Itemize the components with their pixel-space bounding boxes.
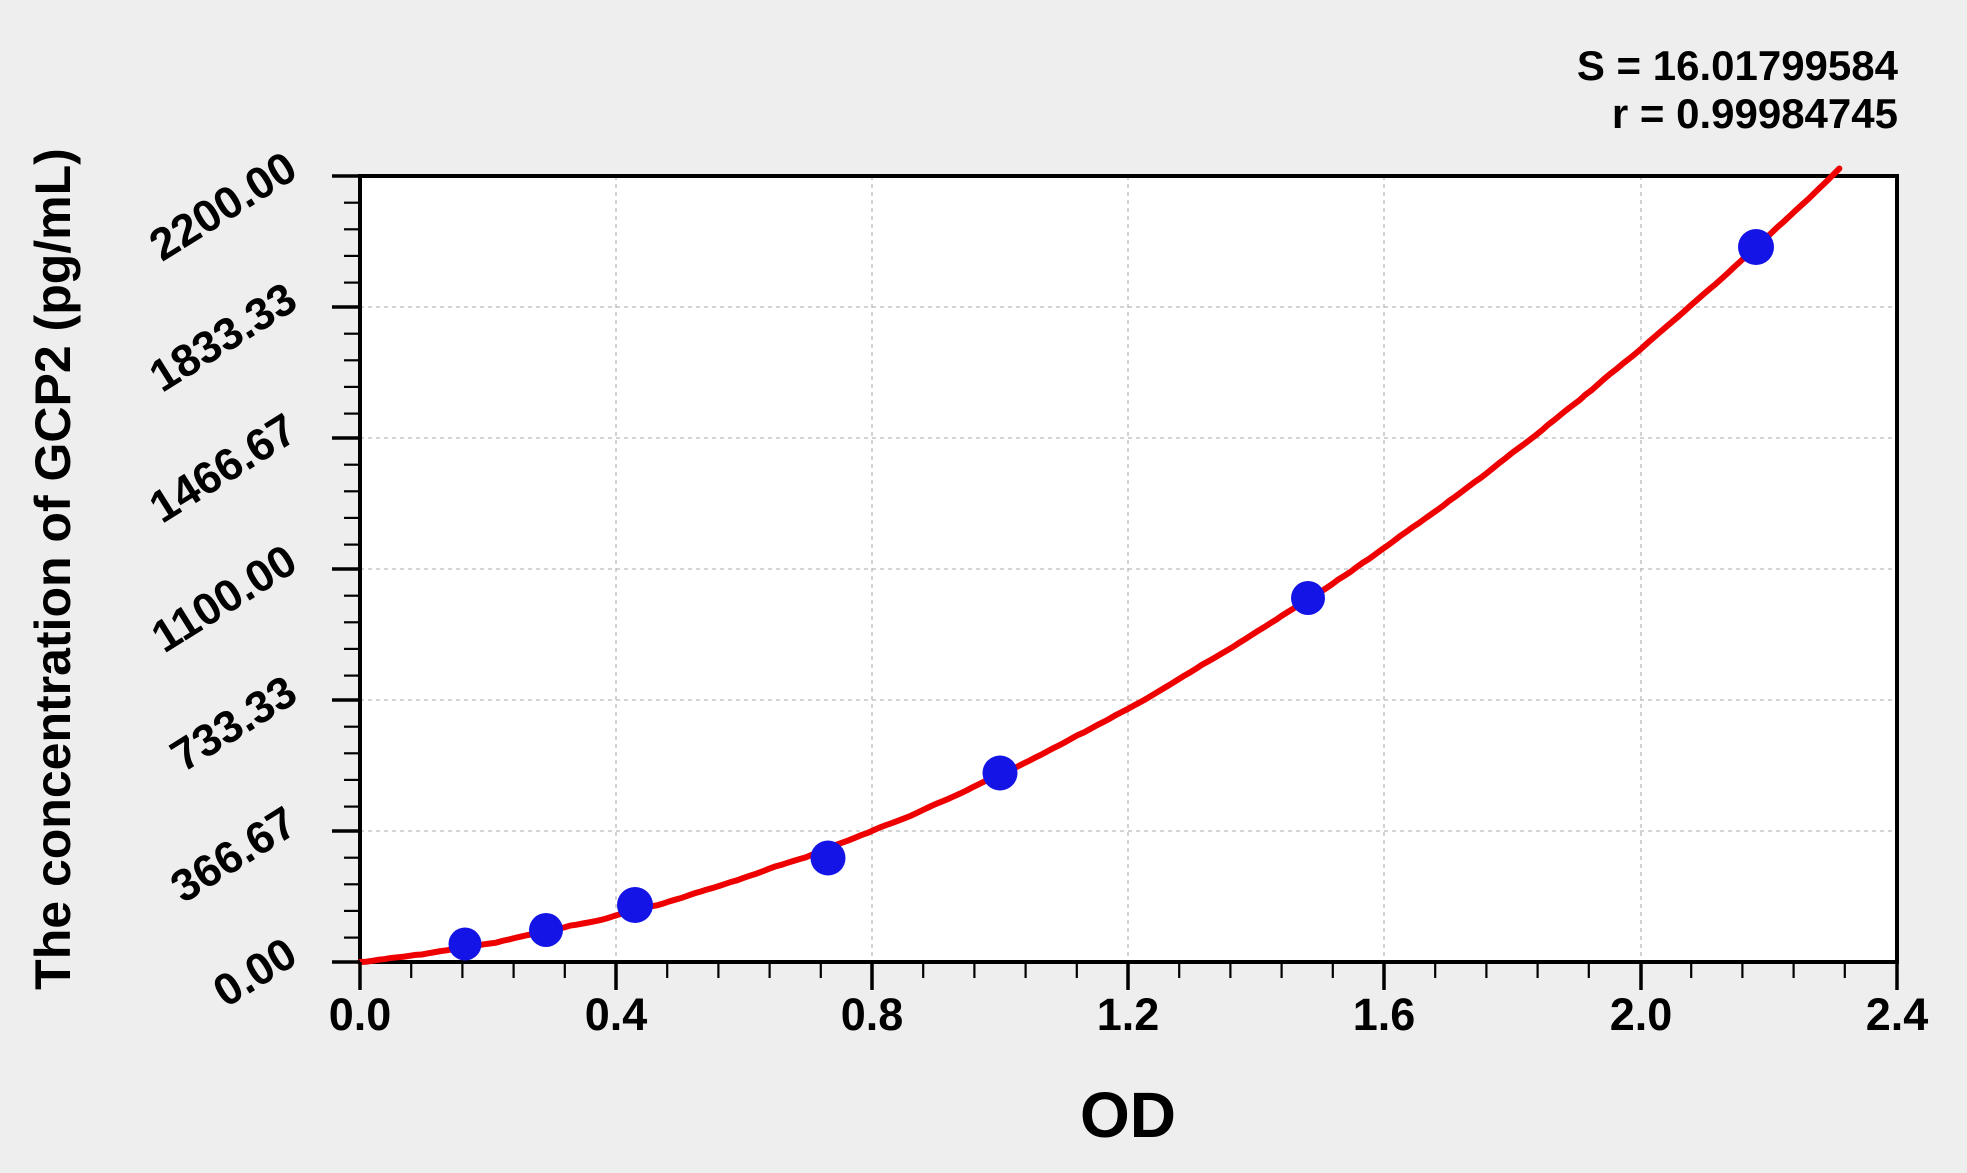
- svg-text:2.4: 2.4: [1866, 989, 1929, 1040]
- svg-text:r = 0.99984745: r = 0.99984745: [1612, 90, 1898, 137]
- svg-text:0.4: 0.4: [585, 989, 648, 1040]
- svg-text:0.8: 0.8: [841, 989, 904, 1040]
- svg-text:The concentration of GCP2 (pg/: The concentration of GCP2 (pg/mL): [25, 148, 81, 990]
- svg-text:2.0: 2.0: [1610, 989, 1673, 1040]
- svg-text:S = 16.01799584: S = 16.01799584: [1577, 42, 1899, 89]
- svg-text:0.0: 0.0: [329, 989, 392, 1040]
- svg-text:1.2: 1.2: [1097, 989, 1160, 1040]
- svg-text:1.6: 1.6: [1353, 989, 1416, 1040]
- svg-text:OD: OD: [1080, 1079, 1176, 1151]
